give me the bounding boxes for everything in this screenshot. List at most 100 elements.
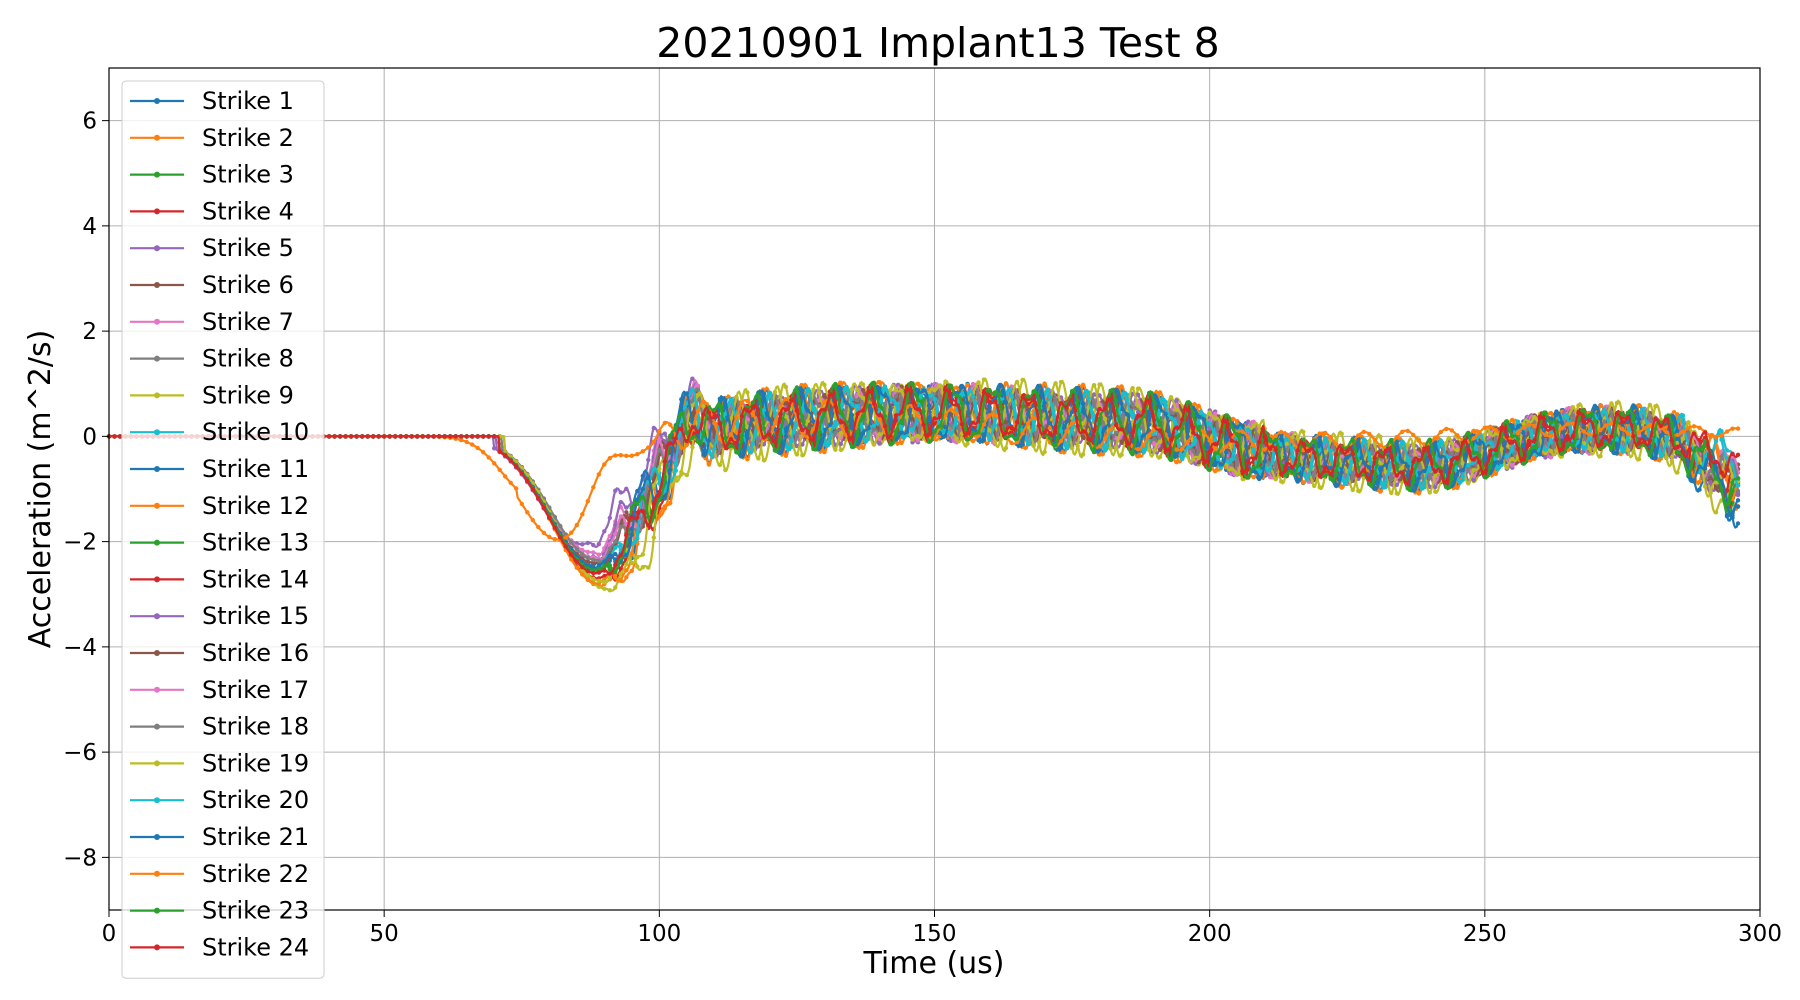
data-point: [1119, 452, 1124, 457]
data-point: [635, 564, 640, 569]
data-point: [1433, 489, 1438, 494]
data-point: [943, 379, 948, 384]
data-point: [800, 453, 805, 458]
data-point: [624, 575, 629, 580]
data-point: [1213, 468, 1218, 474]
grid: [108, 68, 1761, 910]
data-point: [574, 565, 579, 570]
data-point: [1003, 445, 1009, 451]
data-point: [1020, 377, 1025, 383]
data-point: [1157, 454, 1163, 460]
data-point: [591, 550, 596, 555]
data-point: [838, 441, 844, 447]
data-point: [668, 500, 673, 506]
data-point: [607, 588, 612, 593]
data-point: [646, 565, 651, 570]
data-point: [585, 549, 590, 555]
data-point: [1097, 382, 1102, 387]
data-point: [1339, 485, 1344, 490]
data-point: [602, 586, 607, 591]
data-point: [1416, 491, 1422, 496]
data-point: [618, 514, 623, 519]
data-point: [646, 457, 651, 463]
data-point: [1251, 475, 1256, 480]
data-point: [860, 382, 866, 387]
data-point: [613, 488, 618, 493]
data-point: [635, 488, 640, 494]
data-point: [651, 425, 656, 431]
data-point: [1394, 491, 1400, 496]
data-point: [1636, 456, 1642, 462]
data-point: [1471, 478, 1477, 483]
data-point: [1378, 434, 1383, 439]
data-point: [981, 377, 987, 382]
data-point: [1708, 475, 1713, 481]
data-point: [1135, 454, 1141, 459]
data-point: [657, 439, 662, 444]
data-point: [596, 552, 601, 557]
data-point: [640, 473, 645, 479]
data-point: [1697, 487, 1702, 492]
data-point: [624, 505, 629, 510]
data-point: [1003, 381, 1009, 386]
data-point: [1614, 400, 1620, 406]
data-point: [618, 500, 623, 505]
data-point: [1080, 434, 1086, 440]
data-point: [613, 585, 618, 590]
data-point: [1080, 452, 1086, 457]
data-point: [580, 542, 585, 547]
data-point: [602, 529, 607, 534]
data-point: [1119, 384, 1124, 389]
data-point: [1548, 410, 1554, 416]
data-point: [1301, 429, 1306, 434]
data-point: [915, 381, 921, 386]
data-point: [1576, 403, 1581, 408]
data-point: [822, 449, 827, 455]
data-point: [684, 472, 689, 478]
data-point: [1735, 492, 1741, 498]
data-point: [585, 559, 590, 564]
data-point: [1697, 479, 1702, 485]
data-point: [618, 577, 623, 582]
data-point: [657, 514, 662, 519]
data-point: [783, 453, 789, 458]
data-point: [965, 382, 970, 388]
data-point: [822, 382, 827, 387]
data-point: [877, 440, 882, 446]
data-point: [1471, 428, 1477, 433]
data-point: [1135, 386, 1141, 391]
data-point: [954, 385, 959, 390]
data-point: [613, 551, 618, 557]
data-point: [662, 504, 667, 509]
data-point: [591, 580, 596, 585]
data-point: [1003, 420, 1009, 425]
data-point: [580, 572, 585, 577]
data-point: [624, 568, 629, 573]
data-point: [585, 577, 590, 582]
data-point: [607, 515, 612, 521]
data-point: [585, 540, 590, 546]
data-point: [877, 380, 882, 385]
data-point: [915, 438, 921, 443]
data-point: [838, 380, 844, 385]
data-point: [1317, 485, 1322, 490]
data-point: [783, 384, 789, 390]
data-point: [695, 383, 701, 388]
data-point: [1080, 382, 1086, 387]
data-point: [1301, 480, 1306, 485]
data-point: [1174, 460, 1179, 465]
data-point: [690, 445, 695, 450]
data-point: [1653, 404, 1658, 409]
data-point: [1042, 449, 1047, 455]
data-point: [706, 462, 712, 467]
data-point: [1510, 417, 1515, 423]
data-point: [1356, 488, 1361, 493]
data-point: [761, 458, 767, 463]
data-point: [860, 445, 866, 450]
data-point: [1713, 485, 1719, 491]
data-point: [624, 486, 629, 491]
data-point: [629, 551, 634, 556]
data-point: [591, 542, 596, 548]
data-point: [596, 542, 601, 547]
